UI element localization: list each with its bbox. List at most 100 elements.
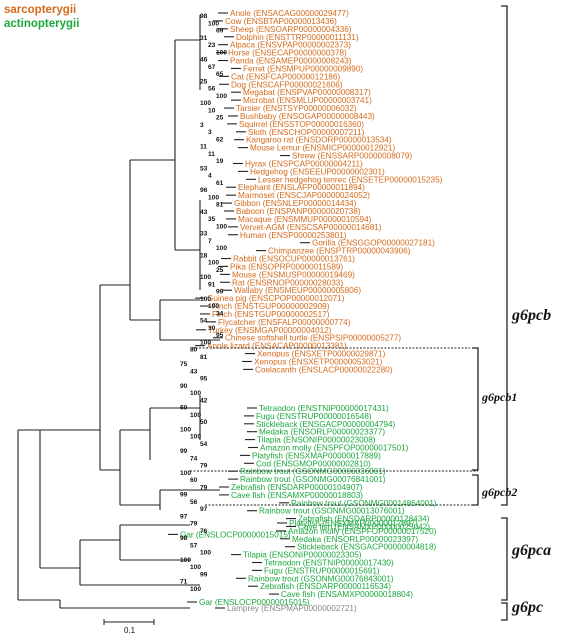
leaf-label: Dog (ENSCAFP00000021606) — [231, 80, 343, 89]
leaf-label: Panda (ENSAMEP00000008243) — [230, 57, 352, 66]
bootstrap-value: 30 — [208, 325, 216, 332]
bracket-g6pca — [501, 517, 508, 601]
bootstrap-value: 69 — [216, 28, 224, 35]
bootstrap-value: 74 — [190, 455, 198, 462]
bootstrap-labels: 9810069312310046676525561001001025336211… — [180, 13, 227, 593]
bootstrap-value: 19 — [216, 158, 224, 165]
leaf-label: Wallaby (ENSMEUP00000005806) — [234, 286, 361, 295]
bootstrap-value: 46 — [200, 57, 208, 64]
leaf-label: Coelacanth (ENSLACP00000022280) — [255, 365, 393, 374]
leaf-label: Macaque (ENSMMUP00000010594) — [238, 215, 372, 224]
bootstrap-value: 99 — [180, 492, 188, 499]
bootstrap-value: 23 — [208, 42, 216, 49]
leaf-label: Tilapia (ENSONIP00000023008) — [257, 436, 376, 445]
tree-branches — [17, 12, 310, 609]
leaf-label: Bushbaby (ENSOGAP00000008443) — [240, 112, 375, 121]
leaf-label: Rainbow trout (GSONMG00013076001) — [259, 507, 405, 516]
bracket-g6pcb — [501, 5, 508, 506]
leaf-label: Tilapia (ENSONIP00000023305) — [243, 551, 362, 560]
bootstrap-value: 99 — [180, 448, 188, 455]
leaf-label: Lamprey (ENSPMAP00000002721) — [227, 604, 357, 613]
bootstrap-value: 54 — [200, 441, 208, 448]
bootstrap-value: 71 — [180, 579, 188, 586]
bootstrap-value: 10 — [208, 107, 216, 114]
bootstrap-value: 60 — [190, 477, 198, 484]
bootstrap-value: 100 — [216, 223, 227, 230]
leaf-label: Rainbow trout (GSONMG00076843001) — [248, 574, 394, 583]
leaf-label: Shrew (ENSSARP00000008079) — [292, 152, 412, 161]
leaf-label: Pika (ENSOPRP00000011589) — [230, 262, 343, 271]
bootstrap-value: 98 — [200, 13, 208, 20]
bootstrap-value: 100 — [208, 303, 219, 310]
legend-actinopterygii: actinopterygii — [4, 18, 79, 30]
bootstrap-value: 3 — [208, 129, 212, 136]
bootstrap-value: 33 — [200, 231, 208, 238]
bootstrap-value: 100 — [190, 434, 201, 441]
bootstrap-value: 7 — [208, 238, 212, 245]
bootstrap-value: 62 — [216, 136, 224, 143]
bootstrap-value: 11 — [208, 151, 215, 158]
bootstrap-value: 100 — [216, 245, 227, 252]
leaf-label: Gorilla (ENSGGOP00000027181) — [312, 239, 435, 248]
leaf-label: Cod (ENSGMOP00000002810) — [256, 459, 371, 468]
leaf-label: Rainbow trout (GSONMG00014864001) — [291, 499, 437, 508]
bootstrap-value: 25 — [216, 267, 224, 274]
bootstrap-value: 4 — [208, 173, 212, 180]
leaf-label: Rabbit (ENSOCUP00000013761) — [233, 255, 355, 264]
leaf-label: Microbat (ENSMLUP00000003741) — [243, 96, 372, 105]
leaf-label: Squirrel (ENSSTOP00000016360) — [239, 120, 364, 129]
bootstrap-value: 67 — [208, 64, 216, 71]
bootstrap-value: 75 — [180, 361, 188, 368]
leaf-label: Human (ENSP00000253801) — [240, 231, 347, 240]
bootstrap-value: 97 — [180, 513, 188, 520]
leaf-label: Chimpanzee (ENSPTRP00000043906) — [268, 247, 411, 256]
leaf-label: Gar (ENSLOCP00000015015) — [180, 530, 291, 539]
bootstrap-value: 100 — [190, 412, 201, 419]
leaf-label: Hyrax (ENSPCAP00000004211) — [245, 159, 363, 168]
leaf-label: Finch (ENSTGUP00000002517) — [212, 310, 330, 319]
leaf-label: Tetraodon (ENSTNIP00000017430) — [264, 559, 394, 568]
leaf-label: Kangaroo rat (ENSDORP00000013534) — [246, 136, 392, 145]
bootstrap-value: 53 — [200, 165, 208, 172]
leaf-label: Amazon molly (ENSPFOP00000017501) — [260, 444, 409, 453]
bootstrap-value: 98 — [180, 535, 188, 542]
leaf-label: Ferret (ENSMPUP00000009890) — [243, 64, 363, 73]
leaf-labels: Anole (ENSACAG00000029477)Cow (ENSBTAP00… — [180, 9, 443, 613]
leaf-label: Guinea pig (ENSCPOP00000012071) — [207, 294, 345, 303]
bootstrap-value: 54 — [200, 318, 208, 325]
leaf-label: Sheep (ENSOARP00000004336) — [230, 25, 352, 34]
leaf-label: Zebrafish (ENSDARP00000104907) — [231, 483, 363, 492]
leaf-label: Medaka (ENSORLP00000023397) — [292, 535, 418, 544]
leaf-label: Flycatcher (ENSFALP00000000774) — [218, 318, 351, 327]
bootstrap-value: 81 — [200, 354, 208, 361]
leaf-label: Amazon molly (ENSPFOP00000017520) — [288, 527, 437, 536]
bootstrap-value: 43 — [200, 209, 208, 216]
bootstrap-value: 91 — [208, 281, 216, 288]
leaf-label: Baboon (ENSPANP00000020738) — [236, 207, 361, 216]
bootstrap-value: 100 — [208, 260, 219, 267]
leaf-label: Stickleback (ENSGACP00000004794) — [256, 420, 396, 429]
leaf-label: Rainbow trout (GSONMG00006036001) — [240, 467, 386, 476]
bootstrap-value: 95 — [216, 332, 224, 339]
bootstrap-value: 99 — [216, 289, 224, 296]
bootstrap-value: 95 — [200, 376, 208, 383]
bootstrap-value: 60 — [180, 405, 188, 412]
label-g6pcb1: g6pcb1 — [481, 390, 517, 404]
bootstrap-value: 99 — [200, 571, 208, 578]
bootstrap-value: 25 — [200, 78, 208, 85]
bootstrap-value: 18 — [200, 252, 208, 259]
leaf-label: Zebrafish (ENSDARP00000128434) — [298, 515, 430, 524]
leaf-label: Cat (ENSFCAP00000012186) — [231, 72, 341, 81]
bootstrap-value: 96 — [200, 187, 208, 194]
leaf-label: Anole lizard (ENSACAP00000013381) — [207, 342, 347, 351]
leaf-label: Dolphin (ENSTTRP00000011131) — [236, 33, 359, 42]
bootstrap-value: 34 — [216, 310, 224, 317]
leaf-label: Cave fish (ENSAMXP00000018803) — [231, 491, 363, 500]
bootstrap-value: 100 — [200, 339, 211, 346]
bootstrap-value: 100 — [180, 557, 191, 564]
leaf-label: Rainbow trout (GSONMG00076841001) — [240, 475, 386, 484]
bootstrap-value: 100 — [190, 564, 201, 571]
bootstrap-value: 35 — [208, 216, 216, 223]
bootstrap-value: 43 — [190, 368, 198, 375]
